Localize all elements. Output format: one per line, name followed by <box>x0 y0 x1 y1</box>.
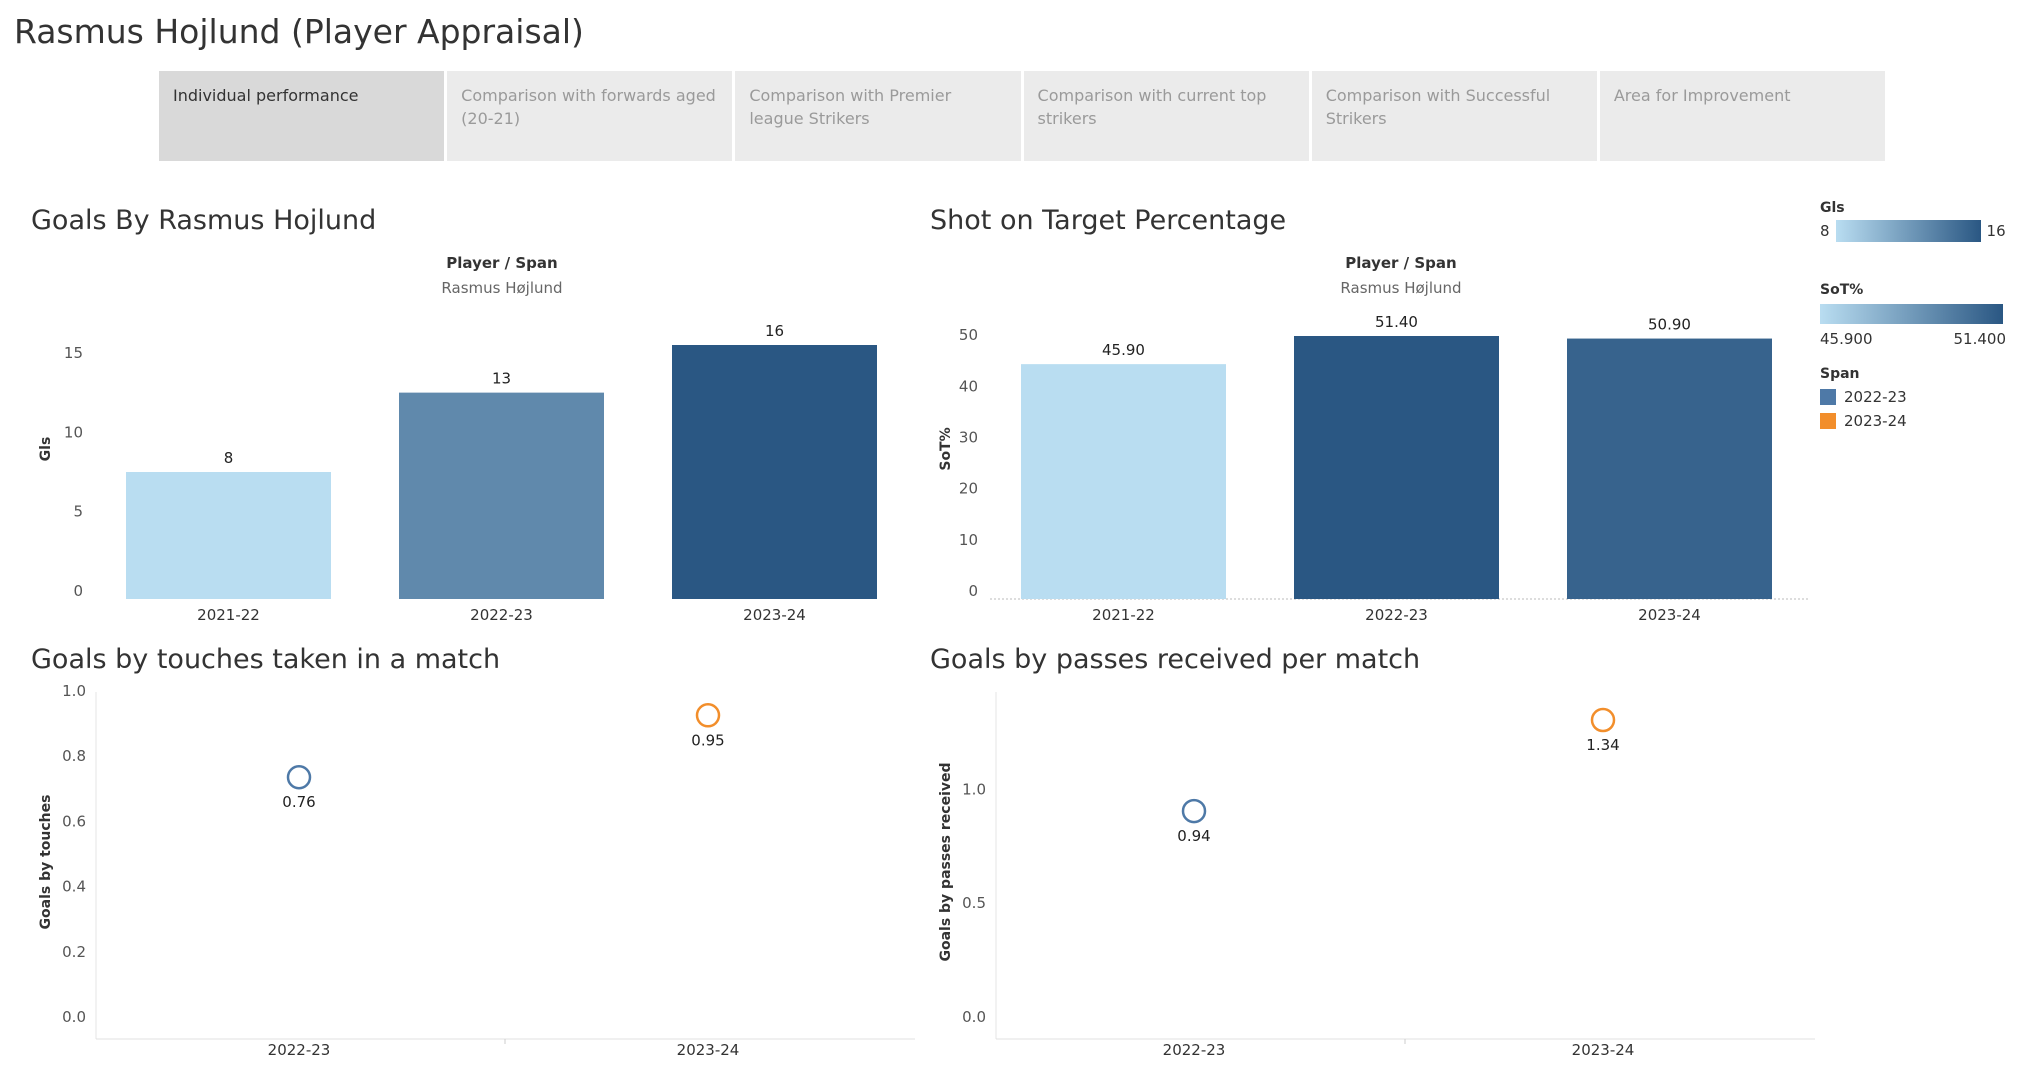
goals-data-label: 8 <box>224 449 234 467</box>
touches-y-tick-label: 1.0 <box>62 682 86 700</box>
gls-legend-max: 16 <box>1986 222 2006 240</box>
sot-y-tick-label: 20 <box>959 480 978 498</box>
sot-legend-max: 51.400 <box>1953 330 2007 348</box>
gls-color-legend: 8 16 <box>1820 220 2015 242</box>
touches-y-tick-label: 0.8 <box>62 747 86 765</box>
sot-legend-min: 45.900 <box>1820 330 1873 348</box>
sot-y-tick-label: 40 <box>959 377 978 395</box>
touches-scatter-chart: Goals by touches 0.0 0.2 0.4 0.6 0.8 1.0 2022-… <box>38 682 915 1059</box>
span-legend-item-2022-23[interactable]: 2022-23 <box>1820 388 2015 406</box>
goals-bar <box>672 345 877 599</box>
span-legend-item-2023-24[interactable]: 2023-24 <box>1820 412 2015 430</box>
sot-bar-chart: Player / Span Rasmus Højlund SoT% 0 10 20 3… <box>938 254 1810 624</box>
goals-x-tick-label: 2021-22 <box>197 606 260 624</box>
passes-y-tick-label: 1.0 <box>962 780 986 798</box>
legend-panel: Gls 8 16 SoT% 45.900 51.400 Span 2022-23… <box>1820 200 2015 430</box>
sot-gradient-bar <box>1820 304 2003 324</box>
goals-x-tick-label: 2023-24 <box>743 606 806 624</box>
sot-data-label: 45.90 <box>1102 341 1145 359</box>
touches-y-tick-label: 0.0 <box>62 1008 86 1026</box>
sot-chart-subheader: Rasmus Højlund <box>1340 279 1461 297</box>
passes-chart-title: Goals by passes received per match <box>930 644 1421 675</box>
goals-y-tick-label: 15 <box>64 344 83 362</box>
span-swatch-2022-23 <box>1820 389 1836 405</box>
touches-data-label: 0.76 <box>282 793 315 811</box>
sot-x-tick-label: 2021-22 <box>1092 606 1155 624</box>
span-swatch-2023-24 <box>1820 413 1836 429</box>
touches-y-tick-label: 0.2 <box>62 943 86 961</box>
touches-point <box>286 764 312 790</box>
goals-data-label: 13 <box>492 370 511 388</box>
tab-comparison-current-top-strikers[interactable]: Comparison with current top strikers <box>1023 71 1309 161</box>
sot-x-tick-label: 2023-24 <box>1638 606 1701 624</box>
passes-point <box>1181 798 1207 824</box>
touches-chart-title: Goals by touches taken in a match <box>31 644 501 675</box>
sot-y-axis-label: SoT% <box>938 427 954 470</box>
goals-data-label: 16 <box>765 322 784 340</box>
touches-y-axis-label: Goals by touches <box>38 795 54 930</box>
tab-comparison-successful-strikers[interactable]: Comparison with Successful Strikers <box>1311 71 1597 161</box>
tab-individual-performance[interactable]: Individual performance <box>159 71 445 161</box>
gls-gradient-bar <box>1835 220 1981 242</box>
touches-y-tick-label: 0.6 <box>62 812 86 830</box>
goals-y-tick-label: 10 <box>64 423 83 441</box>
goals-chart-title: Goals By Rasmus Hojlund <box>31 205 377 236</box>
sot-chart-header: Player / Span <box>1345 254 1456 272</box>
sot-x-tick-label: 2022-23 <box>1365 606 1428 624</box>
goals-y-axis-label: Gls <box>38 437 54 462</box>
sot-data-label: 51.40 <box>1375 313 1418 331</box>
goals-y-tick-label: 0 <box>73 582 83 600</box>
touches-x-tick-label: 2023-24 <box>677 1041 740 1059</box>
goals-bar <box>399 392 604 599</box>
passes-data-label: 1.34 <box>1586 736 1619 754</box>
goals-chart-subheader: Rasmus Højlund <box>441 279 562 297</box>
sot-y-tick-label: 50 <box>959 326 978 344</box>
passes-y-tick-label: 0.0 <box>962 1008 986 1026</box>
span-legend-title: Span <box>1820 366 1860 382</box>
touches-point <box>695 703 721 728</box>
sot-legend-range: 45.900 51.400 <box>1820 330 2006 348</box>
gls-legend-min: 8 <box>1820 222 1830 240</box>
passes-x-tick-label: 2023-24 <box>1572 1041 1635 1059</box>
page-title: Rasmus Hojlund (Player Appraisal) <box>14 12 584 51</box>
touches-x-tick-label: 2022-23 <box>268 1041 331 1059</box>
passes-y-axis-label: Goals by passes received <box>938 762 954 961</box>
goals-x-tick-label: 2022-23 <box>470 606 533 624</box>
goals-bar <box>126 472 331 599</box>
passes-point <box>1590 707 1616 733</box>
dashboard-tabs: Individual performance Comparison with f… <box>159 71 1886 161</box>
sot-bar <box>1567 338 1772 599</box>
sot-data-label: 50.90 <box>1648 316 1691 334</box>
span-legend-label: 2023-24 <box>1844 412 1907 430</box>
goals-chart-header: Player / Span <box>446 254 557 272</box>
passes-scatter-chart: Goals by passes received 0.0 0.5 1.0 2022-2… <box>938 692 1815 1059</box>
sot-y-tick-label: 10 <box>959 531 978 549</box>
touches-data-label: 0.95 <box>691 731 724 749</box>
gls-legend-title: Gls <box>1820 200 1845 216</box>
span-legend-label: 2022-23 <box>1844 388 1907 406</box>
passes-y-tick-label: 0.5 <box>962 894 986 912</box>
sot-bar <box>1294 336 1499 599</box>
sot-legend-title: SoT% <box>1820 282 1864 298</box>
goals-bar-chart: Player / Span Rasmus Højlund Gls 0 5 10 15 2… <box>38 254 877 624</box>
tab-comparison-forwards-aged[interactable]: Comparison with forwards aged (20-21) <box>447 71 733 161</box>
tab-comparison-premier-league-strikers[interactable]: Comparison with Premier league Strikers <box>735 71 1021 161</box>
sot-chart-title: Shot on Target Percentage <box>930 205 1287 236</box>
sot-bar <box>1021 364 1226 599</box>
passes-x-tick-label: 2022-23 <box>1163 1041 1226 1059</box>
goals-y-tick-label: 5 <box>73 503 83 521</box>
sot-y-tick-label: 30 <box>959 428 978 446</box>
touches-y-tick-label: 0.4 <box>62 878 86 896</box>
tab-area-for-improvement[interactable]: Area for Improvement <box>1599 71 1886 161</box>
sot-y-tick-label: 0 <box>968 582 978 600</box>
passes-data-label: 0.94 <box>1177 827 1210 845</box>
